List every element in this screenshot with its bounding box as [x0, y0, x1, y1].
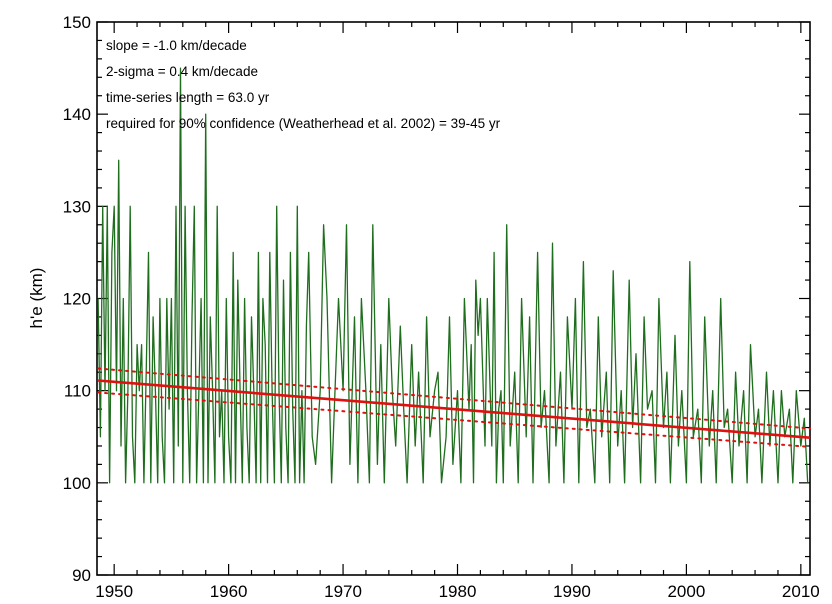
- x-tick-label: 2010: [782, 582, 820, 601]
- series-confidence-lower: [97, 391, 811, 448]
- y-axis-title: h'e (km): [27, 268, 46, 329]
- y-tick-label: 90: [72, 566, 91, 585]
- y-tick-label: 140: [63, 105, 91, 124]
- x-tick-label: 1970: [324, 582, 362, 601]
- x-tick-label: 2000: [667, 582, 705, 601]
- annotation-line: required for 90% confidence (Weatherhead…: [106, 116, 501, 131]
- annotation-line: time-series length = 63.0 yr: [106, 90, 270, 105]
- x-tick-label: 1950: [95, 582, 133, 601]
- y-tick-label: 150: [63, 13, 91, 32]
- series-trend: [97, 379, 811, 439]
- y-tick-label: 100: [63, 474, 91, 493]
- x-tick-label: 1980: [439, 582, 477, 601]
- series-layer: [97, 67, 811, 484]
- annotations: slope = -1.0 km/decade 2-sigma = 0.4 km/d…: [106, 38, 501, 131]
- tick-labels: 90 100 110 120 130 140 150 1950 1960 1970 1980 1990…: [63, 13, 820, 601]
- x-tick-label: 1960: [210, 582, 248, 601]
- annotation-line: slope = -1.0 km/decade: [106, 38, 247, 53]
- series-confidence-upper: [97, 367, 811, 430]
- y-tick-label: 130: [63, 197, 91, 216]
- x-tick-label: 1990: [553, 582, 591, 601]
- series-data: [97, 67, 809, 484]
- y-tick-label: 110: [64, 382, 91, 401]
- y-tick-label: 120: [63, 290, 91, 309]
- annotation-line: 2-sigma = 0.4 km/decade: [106, 64, 258, 79]
